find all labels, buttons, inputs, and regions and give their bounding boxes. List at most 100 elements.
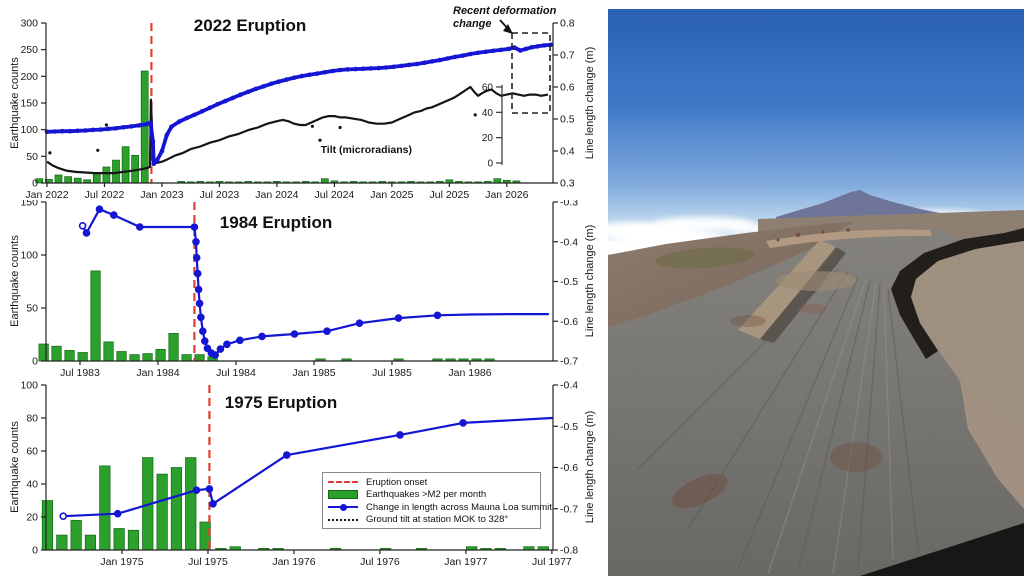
svg-text:0.4: 0.4 (560, 146, 575, 158)
y-axis-label-counts-1984: Earthquake counts (9, 235, 21, 327)
svg-text:150: 150 (20, 200, 38, 209)
annotation-line2: change (453, 17, 492, 30)
svg-text:-0.4: -0.4 (560, 236, 578, 248)
svg-text:-0.4: -0.4 (560, 380, 578, 392)
ground-tilt-dotted-line-icon (328, 518, 358, 521)
eruption-onset-dashed-line-icon (328, 481, 358, 484)
svg-text:-0.6: -0.6 (560, 316, 578, 328)
svg-text:Jul 1983: Jul 1983 (60, 367, 100, 378)
svg-text:0: 0 (487, 159, 493, 170)
svg-text:100: 100 (20, 380, 38, 392)
chart-1984-eruption: 0 50 100 150 -0.3 -0.4 -0.5 -0.6 -0.7 Jul 1983 Jan… (20, 200, 578, 378)
svg-text:40: 40 (482, 108, 494, 119)
svg-text:0.6: 0.6 (560, 82, 575, 94)
svg-text:Jan 1977: Jan 1977 (444, 556, 487, 568)
title-2022-eruption: 2022 Eruption (193, 16, 307, 35)
eruption-comparison-charts: 0 20 40 60 0 50 100 150 200 250 300 0.3 0.4 0.5 0.6 0.7… (9, 5, 596, 569)
svg-text:20: 20 (26, 512, 38, 524)
recent-deformation-box (499, 19, 551, 114)
axes: 0 50 100 150 -0.3 -0.4 -0.5 -0.6 -0.7 Jul 1983 Jan… (20, 200, 578, 378)
line-length-series (44, 42, 554, 167)
axes: 0 20 40 60 80 100 -0.4 -0.5 -0.6 -0.7 -0.8 Jan 1975… (20, 380, 578, 569)
svg-text:-0.5: -0.5 (560, 421, 578, 433)
svg-text:Jul 1985: Jul 1985 (372, 367, 412, 378)
annotation-arrow-icon (503, 24, 513, 34)
svg-text:Jan 2023: Jan 2023 (140, 189, 183, 200)
svg-text:Jan 2024: Jan 2024 (255, 189, 298, 200)
legend-label: Change in length across Mauna Loa summit (366, 501, 552, 513)
svg-text:150: 150 (20, 98, 38, 110)
svg-text:0.3: 0.3 (560, 178, 575, 190)
line-length-line-icon (328, 504, 358, 512)
legend-item-ground-tilt: Ground tilt at station MOK to 328° (328, 514, 535, 527)
svg-text:Jan 1975: Jan 1975 (100, 556, 143, 568)
red-cinder-spots (776, 228, 850, 242)
y-axis-label-line-length-2022: Line length change (m) (584, 46, 596, 160)
legend-label: Eruption onset (366, 476, 428, 488)
svg-text:Jul 1977: Jul 1977 (532, 556, 572, 568)
scarp-shadow (760, 247, 846, 343)
svg-text:80: 80 (26, 413, 38, 425)
svg-text:0.8: 0.8 (560, 18, 575, 30)
y-axis-label-counts-1975: Earthquake counts (9, 421, 21, 513)
annotation-line1: Recent deformation (453, 5, 557, 17)
title-1984-eruption: 1984 Eruption (219, 213, 333, 232)
svg-text:-0.5: -0.5 (560, 276, 578, 288)
mauna-loa-aerial-photo (608, 9, 1024, 576)
legend-label: Ground tilt at station MOK to 328° (366, 514, 509, 526)
svg-text:0: 0 (32, 356, 38, 368)
tilt-axis-label: Tilt (microradians) (320, 144, 412, 156)
svg-text:-0.7: -0.7 (560, 503, 578, 515)
east-rim-terrain (960, 381, 1024, 509)
svg-text:20: 20 (482, 133, 494, 144)
svg-text:Jul 1975: Jul 1975 (188, 556, 228, 568)
y-axis-label-line-length-1984: Line length change (m) (584, 224, 596, 338)
svg-text:Jan 2022: Jan 2022 (25, 189, 68, 200)
svg-text:200: 200 (20, 71, 38, 83)
chart-legend: Eruption onset Earthquakes >M2 per month… (322, 472, 552, 529)
earthquake-bars (35, 70, 521, 184)
svg-text:100: 100 (20, 250, 38, 262)
svg-text:Jul 2022: Jul 2022 (85, 189, 125, 200)
olive-ash-patch (655, 247, 755, 269)
svg-text:0: 0 (32, 178, 38, 190)
svg-text:Jan 2025: Jan 2025 (370, 189, 413, 200)
svg-text:Jan 1985: Jan 1985 (292, 367, 335, 378)
far-caldera-wall (766, 229, 932, 248)
svg-text:-0.6: -0.6 (560, 462, 578, 474)
east-terrain-texture (911, 241, 1024, 433)
svg-text:Jul 2023: Jul 2023 (200, 189, 240, 200)
svg-text:60: 60 (482, 82, 494, 93)
ground-tilt-series (46, 85, 549, 175)
svg-text:300: 300 (20, 18, 38, 30)
svg-text:250: 250 (20, 44, 38, 56)
svg-text:Jul 1984: Jul 1984 (216, 367, 256, 378)
svg-text:Jan 2026: Jan 2026 (485, 189, 528, 200)
earthquake-bar-swatch-icon (328, 490, 358, 500)
svg-text:50: 50 (26, 303, 38, 315)
legend-item-earthquakes: Earthquakes >M2 per month (328, 489, 535, 502)
legend-label: Earthquakes >M2 per month (366, 489, 487, 501)
svg-text:0.5: 0.5 (560, 114, 575, 126)
recent-deformation-annotation: Recent deformation change (453, 5, 556, 30)
line-length-series (78, 205, 550, 359)
oxidized-lava-patches (672, 304, 882, 509)
lava-flow-streaks (637, 268, 919, 572)
svg-text:Jul 2024: Jul 2024 (315, 189, 355, 200)
legend-item-eruption-onset: Eruption onset (328, 476, 535, 489)
y-axis-label-line-length-1975: Line length change (m) (584, 410, 596, 524)
y-axis-label-counts-2022: Earthquake counts (9, 57, 21, 149)
svg-text:-0.7: -0.7 (560, 356, 578, 368)
spatter-rampart (776, 271, 856, 291)
northeast-rim-canyon (891, 228, 1024, 359)
svg-text:0: 0 (32, 545, 38, 557)
axes: 0501001502002503000.30.40.50.60.70.8Jan … (20, 18, 574, 201)
svg-text:50: 50 (26, 151, 38, 163)
mauna-kea-silhouette (776, 190, 950, 219)
chart-1975-eruption: 0 20 40 60 80 100 -0.4 -0.5 -0.6 -0.7 -0.8 Jan 1975… (20, 380, 578, 569)
svg-text:40: 40 (26, 479, 38, 491)
svg-text:Jan 1976: Jan 1976 (272, 556, 315, 568)
svg-text:-0.8: -0.8 (560, 545, 578, 557)
svg-text:Jan 1984: Jan 1984 (136, 367, 179, 378)
